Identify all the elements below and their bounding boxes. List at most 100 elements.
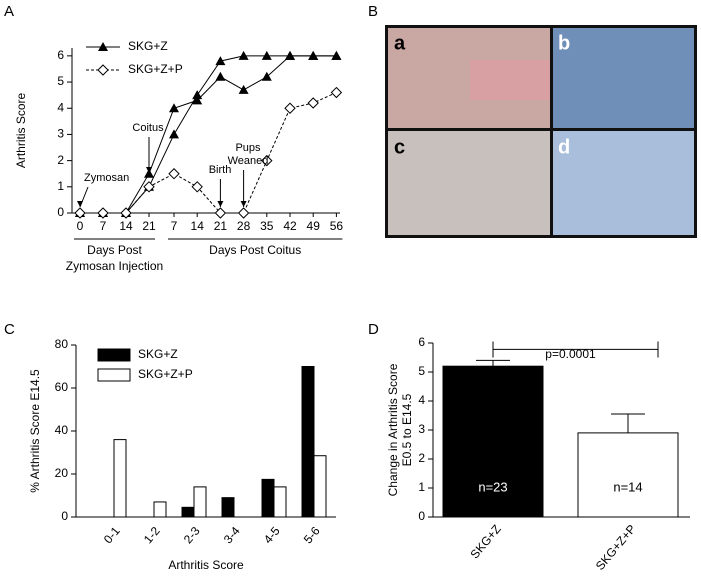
annotation: Zymosan bbox=[84, 172, 129, 184]
y-tick-label: 2 bbox=[57, 153, 64, 167]
series-line bbox=[80, 55, 337, 214]
x-tick-label: 35 bbox=[260, 219, 274, 233]
y-axis-label: E0.5 to E14.5 bbox=[400, 393, 414, 466]
x-tick-label: 42 bbox=[283, 219, 297, 233]
legend-label: SKG+Z bbox=[138, 347, 178, 361]
x-tick-label: 14 bbox=[191, 219, 205, 233]
y-tick-label: 1 bbox=[57, 179, 64, 193]
legend-label: SKG+Z+P bbox=[128, 62, 183, 76]
x-tick-label: 3-4 bbox=[221, 524, 243, 547]
bar bbox=[442, 365, 544, 518]
bar bbox=[221, 497, 235, 518]
annotation: Birth bbox=[209, 164, 232, 176]
x-tick-label: 1-2 bbox=[141, 524, 163, 547]
y-tick-label: 4 bbox=[418, 393, 425, 407]
y-tick-label: 20 bbox=[55, 466, 69, 480]
legend-swatch bbox=[97, 348, 131, 362]
photo bbox=[388, 131, 550, 235]
y-tick-label: 6 bbox=[57, 48, 64, 62]
y-tick-label: 0 bbox=[57, 205, 64, 219]
bar bbox=[193, 486, 207, 518]
x-tick-label: 21 bbox=[214, 219, 228, 233]
bar bbox=[301, 366, 315, 518]
marker bbox=[97, 64, 109, 76]
x-tick-label: 56 bbox=[330, 219, 344, 233]
marker bbox=[215, 71, 226, 81]
bar bbox=[313, 455, 327, 518]
bar bbox=[577, 432, 679, 518]
marker bbox=[143, 181, 155, 193]
x-tick-label: 5-6 bbox=[301, 524, 323, 547]
y-tick-label: 5 bbox=[57, 74, 64, 88]
x-tick-label: 0 bbox=[77, 219, 84, 233]
bar bbox=[153, 501, 167, 518]
y-tick-label: 2 bbox=[418, 451, 425, 465]
marker bbox=[238, 84, 249, 94]
marker bbox=[192, 90, 203, 100]
group-label: Days Post Coitus bbox=[209, 243, 301, 257]
group-label: Days Post bbox=[87, 243, 142, 257]
marker bbox=[98, 42, 108, 51]
y-tick-label: 4 bbox=[57, 100, 64, 114]
legend-label: SKG+Z+P bbox=[138, 367, 193, 381]
x-tick-label: SKG+Z bbox=[467, 522, 503, 561]
bar bbox=[273, 486, 287, 518]
bar-label: n=23 bbox=[478, 479, 507, 494]
marker bbox=[192, 95, 203, 105]
photo bbox=[553, 28, 694, 128]
marker bbox=[331, 50, 342, 60]
y-tick-label: 3 bbox=[418, 422, 425, 436]
y-axis-label: Change in Arthritis Score bbox=[386, 363, 400, 496]
marker bbox=[307, 97, 319, 109]
bar bbox=[113, 439, 127, 518]
photo bbox=[470, 60, 550, 100]
y-tick-label: 40 bbox=[55, 423, 69, 437]
group-label: Zymosan Injection bbox=[66, 259, 163, 273]
x-tick-label: 4-5 bbox=[261, 524, 283, 547]
annotation: p=0.0001 bbox=[545, 347, 596, 361]
panel-label: C bbox=[4, 321, 15, 338]
x-tick-label: 21 bbox=[142, 219, 156, 233]
marker bbox=[330, 86, 343, 99]
bar bbox=[181, 506, 195, 518]
panel-label: A bbox=[4, 3, 14, 20]
marker bbox=[169, 129, 179, 139]
marker bbox=[215, 56, 226, 66]
y-tick-label: 80 bbox=[55, 337, 69, 351]
marker bbox=[191, 181, 203, 193]
marker bbox=[144, 168, 154, 178]
marker bbox=[237, 207, 250, 219]
image-label: a bbox=[394, 32, 406, 54]
y-tick-label: 6 bbox=[418, 335, 425, 349]
marker bbox=[308, 50, 319, 60]
marker bbox=[238, 50, 249, 60]
marker bbox=[284, 102, 296, 114]
x-tick-label: 7 bbox=[100, 219, 107, 233]
x-tick-label: 49 bbox=[307, 219, 321, 233]
annotation: Coitus bbox=[132, 122, 164, 134]
marker bbox=[261, 71, 272, 81]
y-tick-label: 0 bbox=[61, 509, 68, 523]
bar-label: n=14 bbox=[613, 479, 642, 494]
series-line bbox=[80, 92, 337, 214]
annotation: Weaned bbox=[228, 155, 269, 167]
x-axis-label: Arthritis Score bbox=[168, 558, 244, 572]
bar bbox=[261, 478, 275, 518]
marker bbox=[120, 207, 132, 219]
arrow-head bbox=[217, 201, 224, 207]
y-tick-label: 60 bbox=[55, 380, 69, 394]
y-tick-label: 5 bbox=[418, 364, 425, 378]
marker bbox=[168, 168, 180, 180]
marker bbox=[261, 154, 273, 167]
photo-panel: a b c d bbox=[385, 25, 697, 238]
marker bbox=[285, 50, 295, 60]
marker bbox=[74, 207, 86, 219]
x-tick-label: SKG+Z+P bbox=[593, 522, 639, 573]
legend-label: SKG+Z bbox=[128, 39, 168, 53]
x-tick-label: 28 bbox=[237, 219, 251, 233]
image-label: d bbox=[558, 136, 570, 158]
image-label: c bbox=[394, 136, 405, 158]
image-label: b bbox=[558, 32, 570, 54]
x-tick-label: 14 bbox=[119, 219, 133, 233]
